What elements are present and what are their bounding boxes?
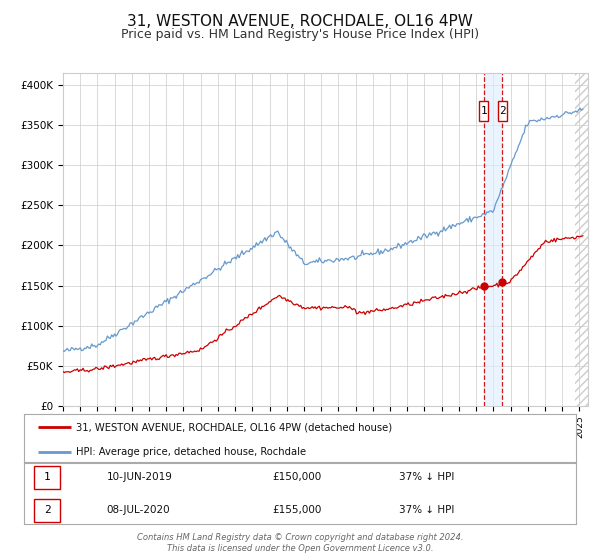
Text: £155,000: £155,000 — [272, 505, 322, 515]
FancyBboxPatch shape — [34, 499, 61, 522]
Text: Contains HM Land Registry data © Crown copyright and database right 2024.: Contains HM Land Registry data © Crown c… — [137, 533, 463, 542]
Text: 37% ↓ HPI: 37% ↓ HPI — [400, 505, 455, 515]
FancyBboxPatch shape — [34, 465, 61, 488]
Bar — [575, 73, 588, 406]
Text: 10-JUN-2019: 10-JUN-2019 — [107, 472, 173, 482]
Bar — [484, 73, 502, 406]
Text: 2: 2 — [499, 106, 506, 116]
Text: This data is licensed under the Open Government Licence v3.0.: This data is licensed under the Open Gov… — [167, 544, 433, 553]
Text: 08-JUL-2020: 08-JUL-2020 — [107, 505, 170, 515]
Text: 1: 1 — [481, 106, 487, 116]
Text: 1: 1 — [44, 472, 50, 482]
FancyBboxPatch shape — [479, 101, 488, 121]
FancyBboxPatch shape — [497, 101, 507, 121]
Text: £150,000: £150,000 — [272, 472, 322, 482]
Text: Price paid vs. HM Land Registry's House Price Index (HPI): Price paid vs. HM Land Registry's House … — [121, 28, 479, 41]
Text: 37% ↓ HPI: 37% ↓ HPI — [400, 472, 455, 482]
Text: 31, WESTON AVENUE, ROCHDALE, OL16 4PW: 31, WESTON AVENUE, ROCHDALE, OL16 4PW — [127, 14, 473, 29]
Text: HPI: Average price, detached house, Rochdale: HPI: Average price, detached house, Roch… — [76, 446, 307, 456]
Text: 2: 2 — [44, 505, 50, 515]
Text: 31, WESTON AVENUE, ROCHDALE, OL16 4PW (detached house): 31, WESTON AVENUE, ROCHDALE, OL16 4PW (d… — [76, 422, 392, 432]
